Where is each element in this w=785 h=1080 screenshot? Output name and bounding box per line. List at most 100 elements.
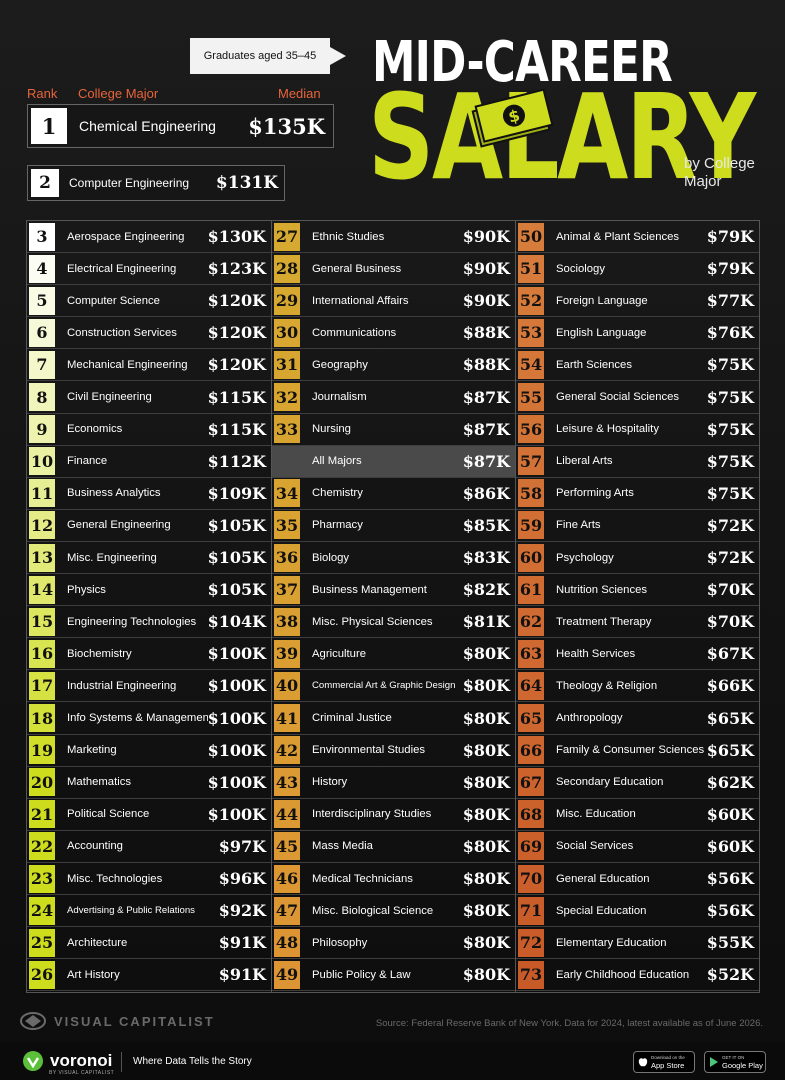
salary-value: $130K [207,227,266,247]
table-row: 15 Engineering Technologies $104K [27,606,271,639]
major-label: Aerospace Engineering [67,230,185,243]
rank-badge: 67 [518,768,544,797]
major-label: Pharmacy [312,519,363,532]
table-row: 57 Liberal Arts $75K [516,446,759,478]
rank-badge: 24 [29,896,55,925]
salary-value: $65K [706,740,754,760]
major-label: Public Policy & Law [312,968,411,981]
table-row: 47 Misc. Biological Science $80K [272,895,515,928]
salary-value: $70K [706,580,754,600]
table-row: 5 Computer Science $120K [27,285,271,318]
rank-badge: 57 [518,447,544,476]
major-label: Finance [67,455,108,468]
table-row: 59 Fine Arts $72K [516,510,759,542]
major-label: Animal & Plant Sciences [556,230,680,243]
title-line-2: SALARY [368,68,756,206]
table-row: 24 Advertising & Public Relations $92K [27,895,271,928]
major-label: Environmental Studies [312,744,426,757]
major-label: Engineering Technologies [67,615,197,628]
rank-badge: 58 [518,479,544,508]
all-majors-row: All Majors $87K [272,445,515,478]
salary-value: $80K [462,869,510,889]
rank-badge: 31 [274,350,300,379]
salary-value: $80K [462,676,510,696]
salary-value: $120K [207,323,266,343]
major-label: Business Analytics [67,487,161,500]
salary-value: $87K [462,451,510,471]
rank-badge: 32 [274,383,300,412]
salary-value: $60K [706,836,754,856]
salary-value: $123K [207,259,266,279]
table-row: 30 Communications $88K [272,317,515,350]
rank-badge: 69 [518,832,544,861]
table-row: 9 Economics $115K [27,414,271,446]
salary-value: $87K [462,387,510,407]
major-label: Commercial Art & Graphic Design [312,680,456,692]
column-header-major: College Major [78,86,159,101]
major-label: Info Systems & Management [67,712,208,725]
table-row: 27 Ethnic Studies $90K [272,221,515,254]
major-label: Electrical Engineering [67,262,177,275]
salary-value: $80K [462,804,510,824]
salary-value: $80K [462,901,510,921]
rank-badge: 54 [518,350,544,379]
rank-badge: 62 [518,607,544,636]
salary-value: $56K [706,869,754,889]
top-rank-2-row: 2 Computer Engineering $131K [27,165,285,201]
table-row: 6 Construction Services $120K [27,317,271,350]
rank-badge: 59 [518,511,544,540]
rank-badge: 10 [29,447,55,476]
chart-subtitle: by College Major [684,155,755,190]
major-label: Advertising & Public Relations [67,905,195,917]
table-row: 28 General Business $90K [272,253,515,286]
table-row: 70 General Education $56K [516,863,759,896]
major-label: Computer Engineering [69,176,190,190]
rank-badge: 9 [29,415,55,444]
app-store-button[interactable]: Download on the App Store [633,1051,695,1073]
salary-value: $100K [207,676,266,696]
table-row: 12 General Engineering $105K [27,510,271,542]
rank-badge: 14 [29,575,55,604]
table-row: 4 Electrical Engineering $123K [27,253,271,286]
salary-value: $80K [462,740,510,760]
salary-value: $115K [207,387,266,407]
rank-badge: 13 [29,543,55,572]
salary-value: $100K [207,740,266,760]
major-label: Misc. Physical Sciences [312,615,433,628]
rank-badge: 71 [518,896,544,925]
major-label: Biology [312,551,350,564]
salary-value: $135K [248,113,325,139]
salary-value: $115K [207,419,266,439]
salary-value: $87K [462,419,510,439]
table-row: 43 History $80K [272,767,515,799]
salary-value: $75K [706,483,754,503]
rank-badge: 17 [29,671,55,700]
table-column: 3 Aerospace Engineering $130K 4 Electrical E… [27,221,271,992]
salary-value: $120K [207,355,266,375]
table-row: 23 Misc. Technologies $96K [27,863,271,896]
major-label: Nutrition Sciences [556,583,648,596]
rank-badge: 34 [274,479,300,508]
major-label: Geography [312,358,368,371]
rank-badge: 22 [29,832,55,861]
rank-badge: 33 [274,415,300,444]
table-column: 27 Ethnic Studies $90K 28 General Business $9… [272,221,515,992]
rank-badge: 64 [518,671,544,700]
rank-badge: 8 [29,383,55,412]
salary-value: $60K [706,804,754,824]
table-column: 50 Animal & Plant Sciences $79K 51 Sociology… [516,221,759,992]
rank-badge: 42 [274,736,300,765]
rank-badge: 35 [274,511,300,540]
major-label: Misc. Technologies [67,872,163,885]
google-play-button[interactable]: GET IT ON Google Play [704,1051,766,1073]
voronoi-logo[interactable]: voronoi [22,1050,112,1072]
table-row: 45 Mass Media $80K [272,831,515,863]
rank-badge: 61 [518,575,544,604]
table-row: 56 Leisure & Hospitality $75K [516,414,759,446]
table-row: 38 Misc. Physical Sciences $81K [272,606,515,639]
table-row: 48 Philosophy $80K [272,927,515,960]
table-row: 3 Aerospace Engineering $130K [27,221,271,254]
subtitle-tag: Graduates aged 35–45 [190,38,330,74]
rank-badge: 6 [29,318,55,347]
rank-badge: 73 [518,960,544,989]
